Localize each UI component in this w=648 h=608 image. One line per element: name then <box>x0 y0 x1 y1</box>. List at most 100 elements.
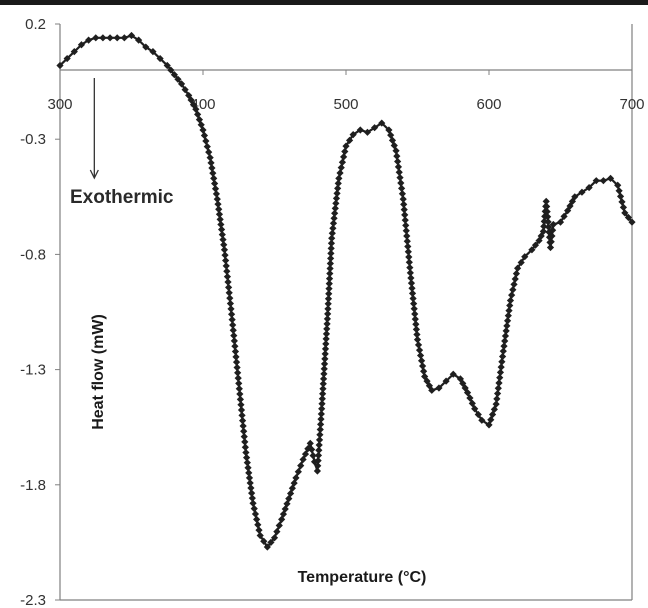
trace-marker <box>219 236 227 244</box>
data-point <box>413 336 422 344</box>
trace-marker <box>341 147 349 156</box>
trace-marker <box>493 395 501 403</box>
trace-marker <box>248 489 256 497</box>
trace-marker <box>328 229 336 237</box>
data-point <box>199 126 207 134</box>
trace-marker <box>624 213 633 222</box>
data-point <box>456 375 464 383</box>
trace-marker <box>239 417 247 425</box>
data-point <box>471 405 479 413</box>
trace-marker <box>308 445 316 454</box>
trace-marker <box>240 427 248 435</box>
trace-marker <box>226 299 235 308</box>
data-point <box>606 174 615 182</box>
y-tick-label: -1.3 <box>20 362 46 379</box>
trace-marker <box>207 159 215 167</box>
trace-marker <box>243 454 251 462</box>
trace-marker <box>223 267 231 275</box>
trace-marker <box>396 174 404 182</box>
trace-marker <box>218 230 226 239</box>
trace-marker <box>497 363 505 371</box>
data-point <box>514 264 522 272</box>
trace-marker <box>245 474 254 482</box>
trace-marker <box>505 307 513 315</box>
data-point <box>599 177 607 185</box>
data-point <box>127 31 136 40</box>
trace-marker <box>544 218 552 226</box>
trace-marker <box>400 206 408 214</box>
trace-marker <box>220 241 228 249</box>
trace-marker <box>400 200 408 208</box>
trace-marker <box>420 367 428 375</box>
trace-marker <box>340 153 348 161</box>
trace-marker <box>316 425 324 434</box>
trace-marker <box>415 346 424 354</box>
data-point <box>542 197 550 206</box>
trace-marker <box>319 385 327 393</box>
trace-marker <box>327 244 335 252</box>
y-tick-label: 0.2 <box>25 16 46 33</box>
data-point <box>506 296 515 305</box>
trace-marker <box>404 248 412 256</box>
trace-marker <box>314 457 322 465</box>
trace-marker <box>332 199 340 207</box>
trace-marker <box>214 200 222 208</box>
trace-marker <box>407 274 415 282</box>
data-point <box>442 377 450 385</box>
trace-marker <box>234 369 242 377</box>
trace-marker <box>496 368 505 376</box>
trace-marker <box>548 232 556 240</box>
data-point <box>421 372 429 381</box>
trace-marker <box>221 251 229 259</box>
trace-marker <box>330 214 338 222</box>
trace-marker <box>323 320 331 328</box>
trace-marker <box>502 327 510 335</box>
trace-marker <box>547 238 555 246</box>
trace-marker <box>227 305 235 313</box>
trace-marker <box>326 269 334 278</box>
trace-marker <box>501 332 510 340</box>
data-point <box>135 36 143 44</box>
trace-marker <box>403 232 411 240</box>
data-point <box>499 347 507 355</box>
data-point <box>63 54 71 63</box>
trace-marker <box>503 317 512 325</box>
data-point <box>156 54 164 63</box>
trace-marker <box>504 312 512 320</box>
data-point <box>342 142 350 150</box>
trace-marker <box>412 320 420 328</box>
data-point <box>378 119 386 127</box>
trace-marker <box>241 438 249 446</box>
trace-marker <box>398 190 407 198</box>
trace-marker <box>236 390 244 398</box>
data-point <box>113 34 121 42</box>
data-point <box>539 227 547 235</box>
trace-marker <box>404 242 412 251</box>
trace-marker <box>332 194 341 202</box>
data-point <box>449 370 457 378</box>
trace-marker <box>517 258 525 267</box>
data-point <box>621 209 629 217</box>
trace-marker <box>495 379 503 387</box>
y-axis-label: Heat flow (mW) <box>90 314 107 430</box>
trace-marker <box>223 273 232 281</box>
trace-marker <box>315 446 323 454</box>
trace-marker <box>487 416 495 424</box>
trace-marker <box>325 274 334 283</box>
trace-marker <box>315 436 324 444</box>
trace-marker <box>215 205 223 213</box>
trace-marker <box>336 169 344 177</box>
data-point <box>299 455 307 464</box>
trace-marker <box>275 521 283 530</box>
data-point <box>463 389 472 397</box>
trace-marker <box>203 142 211 151</box>
trace-marker <box>273 528 281 536</box>
data-point <box>220 246 229 254</box>
data-point <box>628 218 636 226</box>
data-point <box>92 34 100 42</box>
trace-marker <box>318 395 326 403</box>
trace-marker <box>498 352 507 361</box>
trace-marker <box>251 510 260 518</box>
trace-marker <box>237 401 245 409</box>
trace-marker <box>566 202 574 210</box>
